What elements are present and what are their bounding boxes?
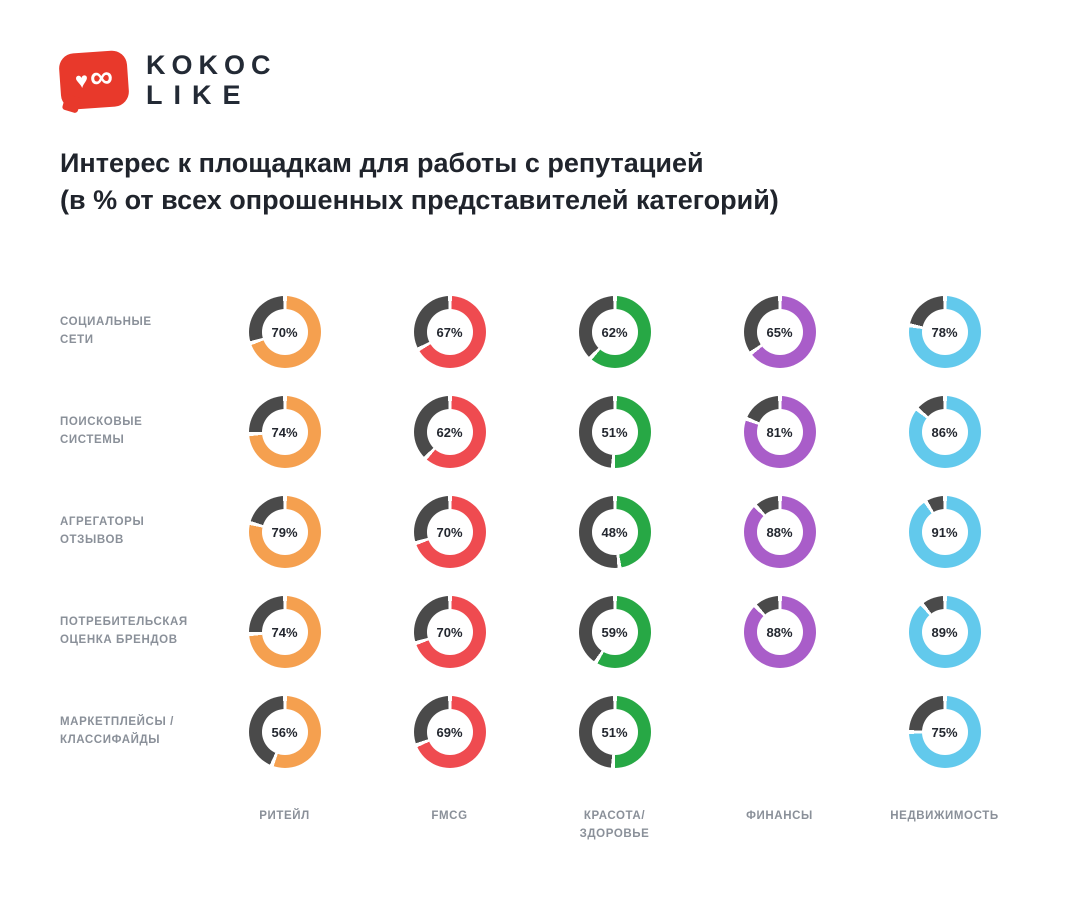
donut-value-label: 65% xyxy=(756,309,803,355)
donut-value-label: 86% xyxy=(921,409,968,455)
page-title-line1: Интерес к площадкам для работы с репутац… xyxy=(60,148,704,178)
donut-chart: 88% xyxy=(743,496,816,568)
donut-value-label: 70% xyxy=(426,509,473,555)
donut-cell: 70% xyxy=(367,482,532,582)
donut-value-label: 81% xyxy=(756,409,803,455)
logo: ♥ ∞ KOKOC LIKE xyxy=(58,49,277,111)
donut-chart: 74% xyxy=(248,396,321,468)
donut-cell: 51% xyxy=(532,682,697,782)
donut-value-label: 51% xyxy=(591,709,638,755)
brand-name: KOKOC LIKE xyxy=(146,50,277,110)
column-label: КРАСОТА/ ЗДОРОВЬЕ xyxy=(579,810,650,840)
donut-cell: 65% xyxy=(697,282,862,382)
brand-name-bottom: LIKE xyxy=(146,80,252,110)
donut-value-label: 59% xyxy=(591,609,638,655)
row-label: ПОТРЕБИТЕЛЬСКАЯ ОЦЕНКА БРЕНДОВ xyxy=(60,616,188,646)
donut-cell: 74% xyxy=(202,382,367,482)
donut-chart: 70% xyxy=(248,296,321,368)
donut-value-label: 75% xyxy=(921,709,968,755)
donut-chart: 70% xyxy=(413,596,486,668)
donut-cell: 56% xyxy=(202,682,367,782)
donut-cell: 62% xyxy=(367,382,532,482)
infinity-icon: ∞ xyxy=(88,57,114,96)
donut-value-label: 48% xyxy=(591,509,638,555)
donut-value-label: 70% xyxy=(426,609,473,655)
donut-chart: 51% xyxy=(578,396,651,468)
donut-cell: 74% xyxy=(202,582,367,682)
donut-chart: 91% xyxy=(908,496,981,568)
donut-cell: 48% xyxy=(532,482,697,582)
donut-value-label: 51% xyxy=(591,409,638,455)
donut-value-label: 69% xyxy=(426,709,473,755)
donut-cell: 51% xyxy=(532,382,697,482)
donut-value-label: 79% xyxy=(261,509,308,555)
donut-chart: 62% xyxy=(578,296,651,368)
donut-cell xyxy=(697,682,862,782)
row-label: АГРЕГАТОРЫ ОТЗЫВОВ xyxy=(60,516,145,546)
donut-chart: 89% xyxy=(908,596,981,668)
donut-cell: 70% xyxy=(202,282,367,382)
donut-value-label: 62% xyxy=(591,309,638,355)
donut-chart: 70% xyxy=(413,496,486,568)
donut-cell: 86% xyxy=(862,382,1027,482)
donut-chart: 51% xyxy=(578,696,651,768)
donut-chart: 56% xyxy=(248,696,321,768)
donut-cell: 88% xyxy=(697,482,862,582)
donut-chart: 79% xyxy=(248,496,321,568)
column-label: РИТЕЙЛ xyxy=(259,810,310,822)
donut-value-label: 67% xyxy=(426,309,473,355)
donut-cell: 91% xyxy=(862,482,1027,582)
donut-cell: 78% xyxy=(862,282,1027,382)
donut-chart: 62% xyxy=(413,396,486,468)
donut-value-label: 88% xyxy=(756,509,803,555)
row-label: МАРКЕТПЛЕЙСЫ / КЛАССИФАЙДЫ xyxy=(60,716,174,746)
column-label: НЕДВИЖИМОСТЬ xyxy=(890,810,999,822)
col-label-spacer xyxy=(60,782,202,882)
donut-value-label: 91% xyxy=(921,509,968,555)
donut-chart: 59% xyxy=(578,596,651,668)
donut-value-label: 62% xyxy=(426,409,473,455)
donut-cell: 89% xyxy=(862,582,1027,682)
page-title: Интерес к площадкам для работы с репутац… xyxy=(60,145,779,219)
page-title-line2: (в % от всех опрошенных представителей к… xyxy=(60,185,779,215)
donut-cell: 75% xyxy=(862,682,1027,782)
donut-chart-grid: СОЦИАЛЬНЫЕ СЕТИ 70% 67% 62% 65% 78% ПОИСКОВЫЕ … xyxy=(60,282,1027,882)
brand-name-top: KOKOC xyxy=(146,50,277,80)
donut-chart: 86% xyxy=(908,396,981,468)
donut-cell: 81% xyxy=(697,382,862,482)
column-label: FMCG xyxy=(431,810,468,822)
heart-infinity-icon: ♥ ∞ xyxy=(58,49,130,111)
donut-value-label: 89% xyxy=(921,609,968,655)
donut-value-label: 78% xyxy=(921,309,968,355)
donut-value-label: 56% xyxy=(261,709,308,755)
donut-cell: 62% xyxy=(532,282,697,382)
donut-chart: 88% xyxy=(743,596,816,668)
heart-icon: ♥ xyxy=(74,67,89,94)
donut-value-label: 74% xyxy=(261,609,308,655)
donut-chart: 69% xyxy=(413,696,486,768)
donut-chart: 81% xyxy=(743,396,816,468)
donut-value-label: 88% xyxy=(756,609,803,655)
donut-cell: 79% xyxy=(202,482,367,582)
donut-chart: 75% xyxy=(908,696,981,768)
donut-value-label: 70% xyxy=(261,309,308,355)
donut-cell: 67% xyxy=(367,282,532,382)
row-label: ПОИСКОВЫЕ СИСТЕМЫ xyxy=(60,416,143,446)
donut-chart: 67% xyxy=(413,296,486,368)
donut-cell: 70% xyxy=(367,582,532,682)
donut-chart: 48% xyxy=(578,496,651,568)
donut-chart: 74% xyxy=(248,596,321,668)
column-label: ФИНАНСЫ xyxy=(746,810,813,822)
donut-chart: 78% xyxy=(908,296,981,368)
donut-cell: 69% xyxy=(367,682,532,782)
donut-cell: 59% xyxy=(532,582,697,682)
donut-cell: 88% xyxy=(697,582,862,682)
donut-chart: 65% xyxy=(743,296,816,368)
donut-value-label: 74% xyxy=(261,409,308,455)
row-label: СОЦИАЛЬНЫЕ СЕТИ xyxy=(60,316,152,346)
